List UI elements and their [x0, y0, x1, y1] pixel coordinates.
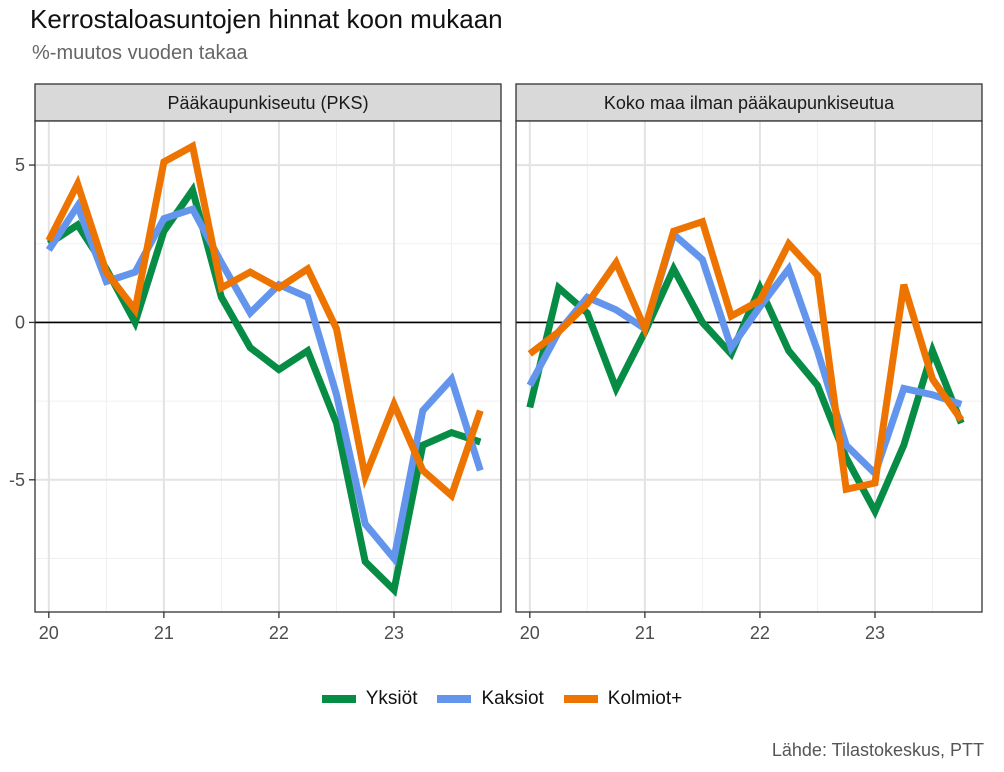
legend-label-yksiot: Yksiöt	[365, 688, 418, 709]
x-tick-label: 22	[269, 623, 289, 643]
panel-background	[516, 121, 982, 612]
x-tick-label: 20	[39, 623, 59, 643]
x-tick-label: 21	[635, 623, 655, 643]
x-tick-label: 23	[865, 623, 885, 643]
y-tick-label: -5	[9, 470, 25, 490]
facet-title: Pääkaupunkiseutu (PKS)	[167, 93, 368, 113]
series-line-kaksiot	[526, 228, 963, 480]
panel-border	[34, 120, 502, 613]
legend-key-kaksiot	[437, 695, 472, 703]
facet-strip	[34, 83, 502, 122]
legend-item-kolmiot: Kolmiot+	[563, 688, 683, 710]
legend-item-kaksiot: Kaksiot	[437, 688, 544, 710]
x-tick-label: 23	[384, 623, 404, 643]
series-line-kolmiot	[45, 140, 484, 502]
chart-subtitle: %-muutos vuoden takaa	[32, 42, 248, 64]
legend: Yksiöt Kaksiot Kolmiot+	[0, 688, 1004, 710]
legend-label-kaksiot: Kaksiot	[481, 688, 544, 709]
legend-key-kolmiot	[563, 695, 598, 703]
facet-title: Koko maa ilman pääkaupunkiseutua	[604, 93, 895, 113]
x-tick-label: 20	[520, 623, 540, 643]
faceted-line-chart: Pääkaupunkiseutu (PKS) 20 21 22 23 Koko maa i…	[9, 83, 983, 643]
y-tick-label: 0	[15, 312, 25, 332]
x-tick-label: 22	[750, 623, 770, 643]
series-line-kolmiot	[527, 217, 965, 494]
chart-title: Kerrostaloasuntojen hinnat koon mukaan	[30, 4, 503, 34]
legend-label-kolmiot: Kolmiot+	[607, 688, 683, 709]
x-tick-label: 21	[154, 623, 174, 643]
legend-key-yksiot	[321, 695, 356, 703]
series-line-yksit	[526, 261, 965, 520]
legend-item-yksiot: Yksiöt	[321, 688, 418, 710]
panel-border	[515, 120, 983, 613]
panel-background	[35, 121, 501, 612]
series-line-kaksiot	[45, 198, 484, 567]
y-tick-label: 5	[15, 155, 25, 175]
source-caption: Lähde: Tilastokeskus, PTT	[771, 740, 984, 760]
